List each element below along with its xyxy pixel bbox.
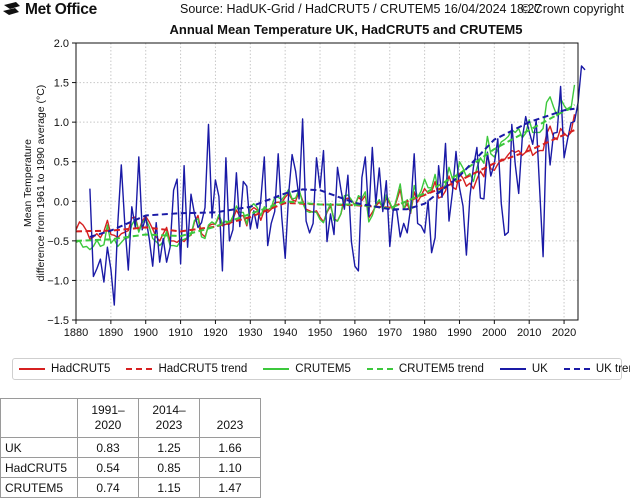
legend-swatch <box>19 368 45 370</box>
y-tick-label: −0.5 <box>47 236 69 248</box>
chart-title: Annual Mean Temperature UK, HadCRUT5 and… <box>170 22 523 37</box>
legend-label: HadCRUT5 trend <box>158 363 248 375</box>
table-cell: 1.10 <box>199 457 261 478</box>
series-line-uk-trend <box>89 107 575 238</box>
x-tick-label: 1910 <box>168 327 192 339</box>
table-cell: 0.83 <box>77 437 139 458</box>
table-cell: 0.85 <box>138 457 200 478</box>
y-tick-label: 1.5 <box>54 78 69 90</box>
x-tick-label: 2010 <box>517 327 541 339</box>
chart-legend: HadCRUT5 HadCRUT5 trend CRUTEM5 CRUTEM5 tre… <box>12 358 630 380</box>
x-tick-label: 1940 <box>273 327 297 339</box>
table-row: CRUTEM5 0.74 1.15 1.47 <box>0 477 261 498</box>
legend-label: CRUTEM5 trend <box>398 363 484 375</box>
legend-item: UK <box>499 363 548 375</box>
y-tick-label: 0.5 <box>54 157 69 169</box>
series <box>75 65 586 306</box>
ticks: 1880 1890 1900 1910 1920 1930 1940 1950 1960 1970… <box>47 38 576 339</box>
legend-item: CRUTEM5 <box>263 363 351 375</box>
table-cell: 1.15 <box>138 477 200 498</box>
x-tick-label: 2020 <box>552 327 576 339</box>
x-tick-label: 2000 <box>482 327 506 339</box>
summary-table: 1991– 2020 2014– 2023 2023 UK 0.83 1.25 1.… <box>0 398 261 498</box>
legend-item: CRUTEM5 trend <box>366 363 484 375</box>
y-tick-label: 1.0 <box>54 117 69 129</box>
x-tick-label: 1970 <box>378 327 402 339</box>
source-text: Source: HadUK-Grid / HadCRUT5 / CRUTEM5 … <box>180 2 542 16</box>
legend-item: UK trend <box>563 363 630 375</box>
legend-swatch <box>499 368 526 370</box>
table-header-cell: 2023 <box>199 398 261 438</box>
legend-swatch <box>563 368 590 370</box>
table-row-label: UK <box>0 437 78 458</box>
table-header-row: 1991– 2020 2014– 2023 2023 <box>0 398 261 438</box>
y-tick-label: 2.0 <box>54 38 69 50</box>
table-cell: 1.66 <box>199 437 261 458</box>
legend-swatch <box>263 368 290 370</box>
y-tick-label: −1.0 <box>47 275 69 287</box>
series-line-crutem5 <box>75 84 576 251</box>
x-tick-label: 1890 <box>99 327 123 339</box>
x-tick-label: 1900 <box>133 327 157 339</box>
series-line-uk <box>89 65 586 306</box>
y-tick-label: 0.0 <box>54 196 69 208</box>
x-tick-label: 1920 <box>203 327 227 339</box>
legend-label: UK trend <box>595 363 630 375</box>
y-axis-label-line1: Mean Temperature <box>22 139 34 227</box>
legend-item: HadCRUT5 trend <box>126 363 247 375</box>
table-header-cell: 1991– 2020 <box>77 398 139 438</box>
header: Met Office Source: HadUK-Grid / HadCRUT5… <box>0 0 630 20</box>
legend-label: UK <box>531 363 548 375</box>
table-cell: 1.47 <box>199 477 261 498</box>
grid <box>75 42 578 321</box>
copyright-text: © Crown copyright <box>521 2 624 16</box>
y-axis-label-line2: difference from 1961 to 1990 average (°C… <box>35 85 47 282</box>
table-cell: 0.54 <box>77 457 139 478</box>
table-row: HadCRUT5 0.54 0.85 1.10 <box>0 457 261 478</box>
legend-swatch <box>126 368 153 370</box>
table-header-cell: 2014– 2023 <box>138 398 200 438</box>
temperature-chart: Annual Mean Temperature UK, HadCRUT5 and… <box>22 22 586 339</box>
table-corner-cell <box>0 398 78 438</box>
met-office-logo-icon <box>3 2 20 15</box>
x-tick-label: 1950 <box>308 327 332 339</box>
legend-swatch <box>366 368 393 370</box>
plot-frame <box>75 42 579 321</box>
logo-text: Met Office <box>25 1 97 18</box>
legend-item: HadCRUT5 <box>19 363 110 375</box>
table-row-label: CRUTEM5 <box>0 477 78 498</box>
y-tick-label: −1.5 <box>47 315 69 327</box>
x-tick-label: 1930 <box>238 327 262 339</box>
met-office-logo: Met Office <box>2 0 97 20</box>
table-row-label: HadCRUT5 <box>0 457 78 478</box>
table-row: UK 0.83 1.25 1.66 <box>0 437 261 458</box>
table-cell: 0.74 <box>77 477 139 498</box>
legend-label: CRUTEM5 <box>295 363 351 375</box>
table-cell: 1.25 <box>138 437 200 458</box>
legend-label: HadCRUT5 <box>51 363 111 375</box>
x-tick-label: 1880 <box>64 327 88 339</box>
series-line-crutem5-trend <box>75 103 576 242</box>
x-tick-label: 1980 <box>412 327 436 339</box>
x-tick-label: 1960 <box>343 327 367 339</box>
x-tick-label: 1990 <box>447 327 471 339</box>
